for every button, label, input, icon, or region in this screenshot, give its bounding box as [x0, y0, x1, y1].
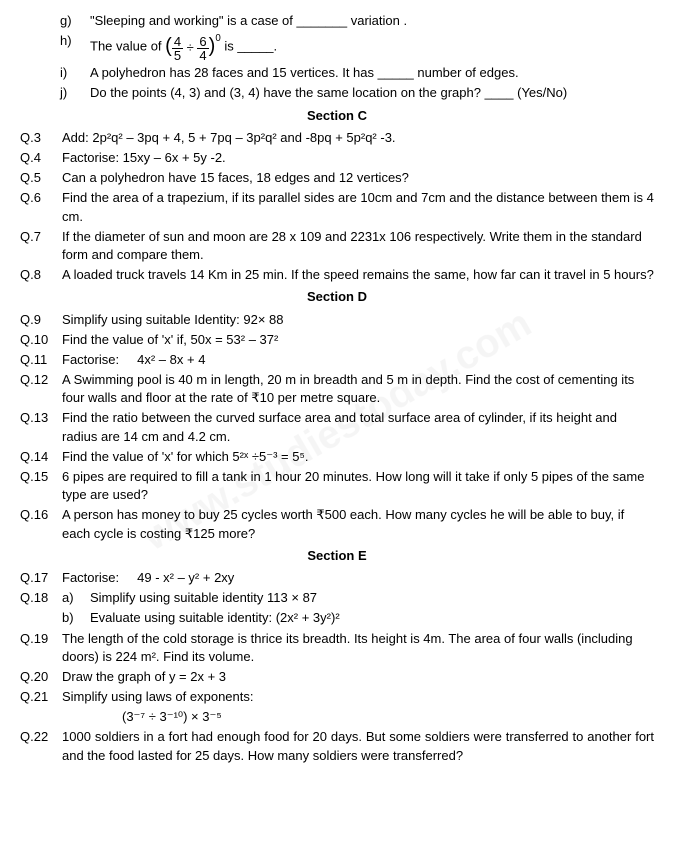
question-number: Q.16 — [20, 506, 62, 542]
question-number: Q.11 — [20, 351, 62, 369]
question-number: Q.13 — [20, 409, 62, 445]
question-row: Q.9Simplify using suitable Identity: 92×… — [20, 311, 654, 329]
question-text: The length of the cold storage is thrice… — [62, 630, 654, 666]
question-text: Simplify using suitable identity 113 × 8… — [90, 589, 654, 607]
question-text: Factorise: 49 - x² – y² + 2xy — [62, 569, 654, 587]
question-number: Q.9 — [20, 311, 62, 329]
question-row: Q.221000 soldiers in a fort had enough f… — [20, 728, 654, 764]
question-number: Q.17 — [20, 569, 62, 587]
question-number: Q.14 — [20, 448, 62, 466]
question-number: Q.8 — [20, 266, 62, 284]
part-label: a) — [62, 589, 90, 607]
question-row: Q.156 pipes are required to fill a tank … — [20, 468, 654, 504]
question-number: Q.21 — [20, 688, 62, 706]
sub-text-suffix: is _____. — [224, 39, 277, 54]
question-row: Q.16A person has money to buy 25 cycles … — [20, 506, 654, 542]
question-number: Q.7 — [20, 228, 62, 264]
question-row: Q.13Find the ratio between the curved su… — [20, 409, 654, 445]
question-text: A loaded truck travels 14 Km in 25 min. … — [62, 266, 654, 284]
question-number: Q.5 — [20, 169, 62, 187]
sub-label: j) — [20, 84, 90, 102]
question-extra-text: (3⁻⁷ ÷ 3⁻¹⁰) × 3⁻⁵ — [62, 708, 654, 726]
sub-text-prefix: The value of — [90, 39, 165, 54]
sub-text: "Sleeping and working" is a case of ____… — [90, 12, 654, 30]
question-text: Find the area of a trapezium, if its par… — [62, 189, 654, 225]
question-row: Q.5Can a polyhedron have 15 faces, 18 ed… — [20, 169, 654, 187]
question-text: Find the value of 'x' if, 50x = 53² – 37… — [62, 331, 654, 349]
question-row: Q.8A loaded truck travels 14 Km in 25 mi… — [20, 266, 654, 284]
sub-label: h) — [20, 32, 90, 62]
question-number: Q.22 — [20, 728, 62, 764]
question-row: Q.10Find the value of 'x' if, 50x = 53² … — [20, 331, 654, 349]
part-label: b) — [62, 609, 90, 627]
section-e-header: Section E — [20, 547, 654, 565]
question-number: Q.6 — [20, 189, 62, 225]
question-text: Find the ratio between the curved surfac… — [62, 409, 654, 445]
question-row: Q.6Find the area of a trapezium, if its … — [20, 189, 654, 225]
question-number: Q.20 — [20, 668, 62, 686]
question-text: Draw the graph of y = 2x + 3 — [62, 668, 654, 686]
sub-label: g) — [20, 12, 90, 30]
question-number — [20, 609, 62, 627]
sub-label: i) — [20, 64, 90, 82]
question-text: Evaluate using suitable identity: (2x² +… — [90, 609, 654, 627]
question-text: Find the value of 'x' for which 5²ˣ ÷5⁻³… — [62, 448, 654, 466]
question-row: Q.18 a) Simplify using suitable identity… — [20, 589, 654, 607]
question-text: A Swimming pool is 40 m in length, 20 m … — [62, 371, 654, 407]
question-text: A person has money to buy 25 cycles wort… — [62, 506, 654, 542]
question-row: Q.12A Swimming pool is 40 m in length, 2… — [20, 371, 654, 407]
subitem-h: h) The value of (45 ÷ 64)0 is _____. — [20, 32, 654, 62]
question-text: Add: 2p²q² – 3pq + 4, 5 + 7pq – 3p²q² an… — [62, 129, 654, 147]
sub-text: A polyhedron has 28 faces and 15 vertice… — [90, 64, 654, 82]
question-number: Q.3 — [20, 129, 62, 147]
question-number: Q.19 — [20, 630, 62, 666]
question-text: Simplify using laws of exponents: — [62, 688, 654, 706]
question-number: Q.15 — [20, 468, 62, 504]
section-c-header: Section C — [20, 107, 654, 125]
question-number: Q.4 — [20, 149, 62, 167]
question-text: 6 pipes are required to fill a tank in 1… — [62, 468, 654, 504]
sub-text: Do the points (4, 3) and (3, 4) have the… — [90, 84, 654, 102]
question-row: Q.20Draw the graph of y = 2x + 3 — [20, 668, 654, 686]
question-row: Q.11Factorise: 4x² – 8x + 4 — [20, 351, 654, 369]
section-d-header: Section D — [20, 288, 654, 306]
question-row: Q.21Simplify using laws of exponents: — [20, 688, 654, 706]
sub-text: The value of (45 ÷ 64)0 is _____. — [90, 32, 654, 62]
question-text: 1000 soldiers in a fort had enough food … — [62, 728, 654, 764]
question-text: If the diameter of sun and moon are 28 x… — [62, 228, 654, 264]
subitem-g: g) "Sleeping and working" is a case of _… — [20, 12, 654, 30]
question-number: Q.18 — [20, 589, 62, 607]
question-row: Q.3Add: 2p²q² – 3pq + 4, 5 + 7pq – 3p²q²… — [20, 129, 654, 147]
question-number: Q.12 — [20, 371, 62, 407]
question-text: Factorise: 15xy – 6x + 5y -2. — [62, 149, 654, 167]
question-row: Q.4Factorise: 15xy – 6x + 5y -2. — [20, 149, 654, 167]
question-text: Factorise: 4x² – 8x + 4 — [62, 351, 654, 369]
question-row: b) Evaluate using suitable identity: (2x… — [20, 609, 654, 627]
question-extra: (3⁻⁷ ÷ 3⁻¹⁰) × 3⁻⁵ — [20, 708, 654, 726]
question-row: Q.17Factorise: 49 - x² – y² + 2xy — [20, 569, 654, 587]
question-number: Q.10 — [20, 331, 62, 349]
subitem-i: i) A polyhedron has 28 faces and 15 vert… — [20, 64, 654, 82]
question-row: Q.19The length of the cold storage is th… — [20, 630, 654, 666]
question-text: Can a polyhedron have 15 faces, 18 edges… — [62, 169, 654, 187]
question-row: Q.14Find the value of 'x' for which 5²ˣ … — [20, 448, 654, 466]
subitem-j: j) Do the points (4, 3) and (3, 4) have … — [20, 84, 654, 102]
question-row: Q.7If the diameter of sun and moon are 2… — [20, 228, 654, 264]
question-text: Simplify using suitable Identity: 92× 88 — [62, 311, 654, 329]
